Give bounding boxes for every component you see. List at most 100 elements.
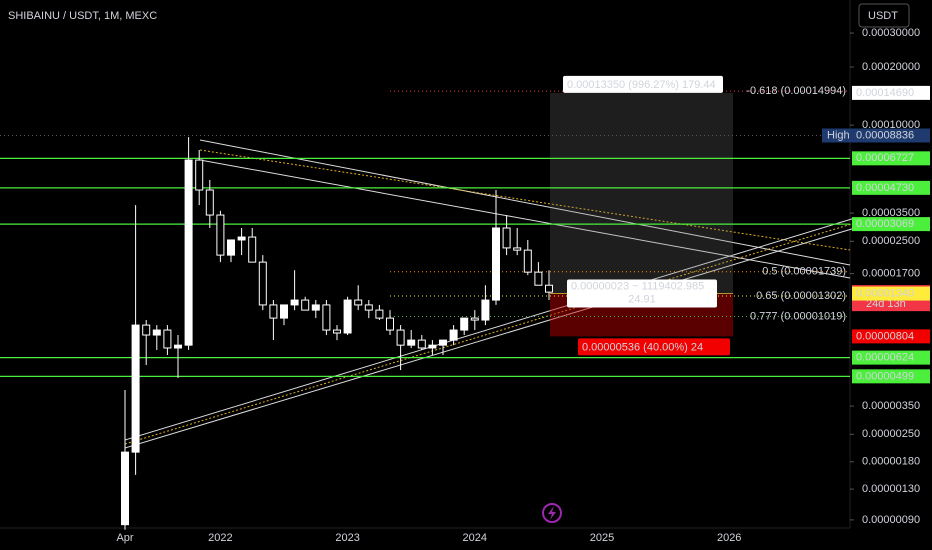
fib-label: 0.65 (0.00001302) <box>756 290 846 302</box>
candle-body <box>174 344 182 349</box>
candle-body <box>248 236 257 263</box>
candle-body <box>481 299 490 321</box>
price-tag-marker-label: High <box>827 129 850 141</box>
level-tag-label: 0.00004730 <box>856 182 914 194</box>
trend-line <box>124 222 856 445</box>
trend-line <box>199 139 851 266</box>
candle-body <box>449 329 458 341</box>
price-tag-label: 0.00014690 <box>856 87 914 99</box>
candle-body <box>386 317 394 331</box>
price-tag-sub: 24d 13h <box>866 298 906 310</box>
candle-body <box>364 304 373 311</box>
position-entry-sub: 24.91 <box>628 293 656 305</box>
candle-body <box>205 189 214 216</box>
candle-body <box>121 451 129 526</box>
trend-line <box>124 227 856 449</box>
candle-body <box>407 339 416 346</box>
candle-body <box>354 299 363 306</box>
candle-body <box>290 299 299 306</box>
candle-body <box>195 159 204 191</box>
candle-body <box>396 329 405 346</box>
price-tag <box>852 128 930 143</box>
level-tag <box>852 151 930 166</box>
y-tick-label: 0.00003500 <box>862 207 920 219</box>
currency-button[interactable] <box>858 3 910 28</box>
y-tick-label: 0.00000130 <box>862 483 920 495</box>
price-tag <box>852 329 930 344</box>
candle-body <box>417 339 426 349</box>
candle-body <box>545 284 553 293</box>
y-tick-label: 0.00010000 <box>862 119 920 131</box>
level-tag <box>852 217 930 232</box>
x-tick-label: 2026 <box>717 532 741 544</box>
candle-body <box>502 227 511 249</box>
candle-body <box>375 309 384 319</box>
price-tag-marker <box>822 128 852 143</box>
candle-body <box>534 271 543 286</box>
level-tag-label: 0.00006727 <box>856 152 914 164</box>
candle-body <box>523 249 532 273</box>
fib-label: -0.618 (0.00014994) <box>746 85 846 97</box>
trend-line <box>199 159 851 279</box>
y-tick-label: 0.00000090 <box>862 514 920 526</box>
position-target-zone <box>550 92 733 294</box>
candle-body <box>216 214 225 256</box>
trend-line <box>199 149 851 251</box>
y-tick-label: 0.00030000 <box>862 27 920 39</box>
candle-body <box>131 324 140 453</box>
candle-body <box>258 261 267 306</box>
y-tick-label: 0.00000180 <box>862 456 920 468</box>
price-tag-label: 0.00000804 <box>856 330 914 342</box>
currency-button-label[interactable]: USDT <box>868 10 898 22</box>
x-tick-label: 2022 <box>208 532 232 544</box>
candle-body <box>142 324 151 336</box>
y-tick-label: 0.00020000 <box>862 61 920 73</box>
fib-label: 0.5 (0.00001739) <box>762 266 846 278</box>
position-target-label: 0.00013350 (996.27%) 179.44 <box>567 79 716 91</box>
level-tag <box>852 369 930 384</box>
y-tick-label: 0.00002500 <box>862 235 920 247</box>
candle-body <box>184 159 193 346</box>
y-tick-label: 0.00000250 <box>862 428 920 440</box>
candle-body <box>280 304 288 319</box>
candle-body <box>269 304 278 319</box>
candle-body <box>470 317 479 321</box>
price-tag-label: 0.00008836 <box>856 129 914 141</box>
price-tag <box>852 85 930 100</box>
y-tick-label: 0.00001700 <box>862 268 920 280</box>
x-tick-label: Apr <box>116 532 133 544</box>
position-entry-label: 0.00000023 ~ 1119402.985 <box>571 280 704 292</box>
level-tag-label: 0.00000499 <box>856 370 914 382</box>
x-tick-label: 2024 <box>463 532 487 544</box>
chart-title: SHIBAINU / USDT, 1M, MEXC <box>8 10 157 22</box>
fib-label: 0.777 (0.00001019) <box>750 310 846 322</box>
trend-line <box>124 217 856 441</box>
lightning-icon <box>542 503 562 523</box>
candle-body <box>311 304 320 311</box>
candle-body <box>492 227 500 301</box>
label-box <box>578 338 730 356</box>
candle-body <box>439 339 447 346</box>
level-tag-label: 0.00000624 <box>856 352 914 364</box>
x-tick-label: 2023 <box>335 532 359 544</box>
label-box <box>563 75 723 93</box>
candle-body <box>460 317 469 331</box>
price-tag-label: 0.00001340 <box>856 287 914 299</box>
level-tag <box>852 350 930 365</box>
candle-body <box>322 304 331 331</box>
candle-body <box>237 236 246 241</box>
candle-body <box>301 299 310 311</box>
level-tag-label: 0.00003069 <box>856 218 914 230</box>
candle-body <box>333 329 341 334</box>
candle-body <box>163 329 172 349</box>
candle-body <box>152 329 161 336</box>
position-stop-label: 0.00000536 (40.00%) 24 <box>582 341 703 353</box>
candle-body <box>513 247 522 251</box>
candle-body <box>227 239 235 256</box>
label-box <box>567 279 717 308</box>
x-tick-label: 2025 <box>590 532 614 544</box>
y-tick-label: 0.00000350 <box>862 400 920 412</box>
price-tag <box>852 286 930 301</box>
candle-body <box>343 299 352 334</box>
